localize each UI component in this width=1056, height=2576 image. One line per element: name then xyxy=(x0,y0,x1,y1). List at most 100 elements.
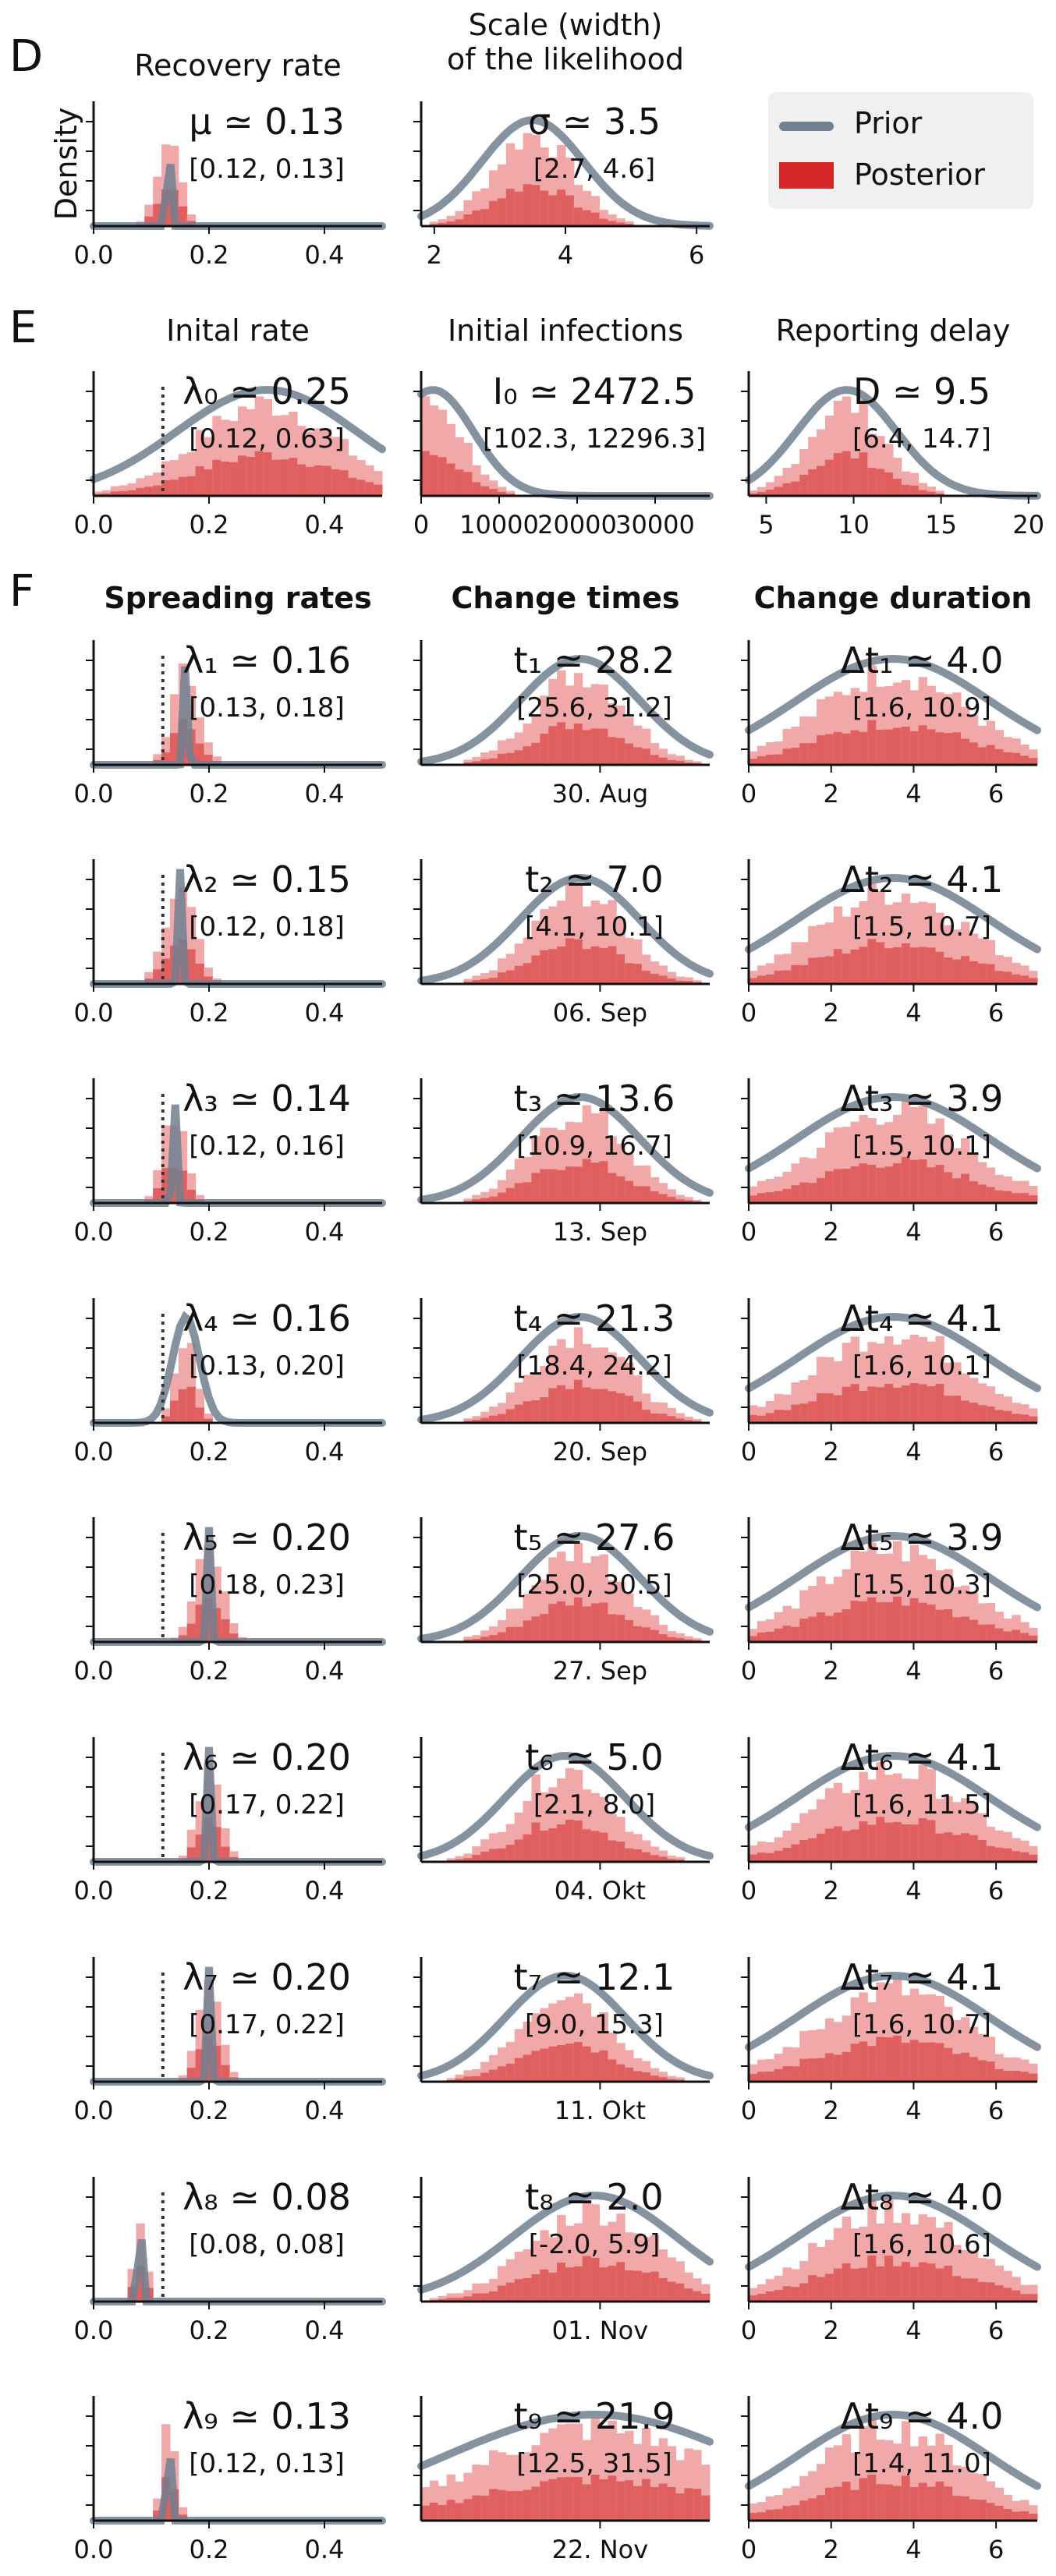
posterior-bar-light xyxy=(186,1343,197,1423)
parameter-estimate: λ₀ ≃ 0.25 xyxy=(182,370,351,412)
posterior-bar-light xyxy=(599,2012,608,2082)
posterior-bar-light xyxy=(633,1834,643,1862)
posterior-bar-light xyxy=(994,2487,1004,2521)
posterior-bar xyxy=(633,1849,643,1862)
posterior-bar-light xyxy=(808,1158,817,1203)
credible-interval: [0.13, 0.18] xyxy=(189,692,345,724)
posterior-bar xyxy=(557,946,566,984)
posterior-bar xyxy=(463,2076,473,2082)
posterior-bar xyxy=(582,1606,592,1642)
posterior-bar-light xyxy=(548,157,558,226)
posterior-bar-light xyxy=(1029,2505,1038,2521)
posterior-bar-light xyxy=(927,1559,936,1642)
posterior-bar-light xyxy=(749,2503,758,2521)
posterior-bar xyxy=(204,755,213,765)
posterior-bar-light xyxy=(480,188,490,226)
posterior-bar xyxy=(961,1833,970,1862)
parameter-estimate: λ₄ ≃ 0.16 xyxy=(182,1297,351,1339)
posterior-bar-light xyxy=(514,1812,524,1862)
posterior-bar-light xyxy=(1012,738,1021,765)
posterior-bar-light xyxy=(824,2239,835,2302)
posterior-bar xyxy=(867,468,877,496)
posterior-bar xyxy=(195,466,204,496)
posterior-bar xyxy=(774,2068,784,2082)
posterior-bar xyxy=(169,733,179,765)
posterior-bar xyxy=(616,1392,625,1423)
parameter-estimate: σ ≃ 3.5 xyxy=(528,101,661,143)
posterior-bar-light xyxy=(557,2424,566,2521)
posterior-bar-light xyxy=(977,1603,987,1642)
posterior-bar-light xyxy=(531,1775,540,1862)
posterior-bar-light xyxy=(186,451,197,496)
posterior-bar xyxy=(782,2506,792,2521)
posterior-bar-light xyxy=(684,1636,693,1642)
posterior-bar xyxy=(842,451,852,496)
posterior-bar xyxy=(625,1848,634,1862)
posterior-bar-light xyxy=(565,685,575,765)
posterior-bar-light xyxy=(952,2465,962,2521)
posterior-bar-light xyxy=(1012,1403,1021,1423)
posterior-bar-light xyxy=(944,1362,953,1423)
posterior-bar xyxy=(306,466,315,496)
posterior-bar xyxy=(505,752,516,765)
posterior-bar xyxy=(523,184,532,226)
posterior-bar xyxy=(969,2499,979,2521)
panel-lambda7: 0.0 0.2 0.4λ₇ ≃ 0.20[0.17, 0.22] xyxy=(74,1956,386,2125)
posterior-bar-light xyxy=(523,1156,532,1203)
posterior-bar xyxy=(765,754,775,765)
posterior-bar-light xyxy=(944,2221,953,2302)
posterior-bar xyxy=(850,949,859,984)
posterior-bar xyxy=(808,2275,817,2302)
posterior-bar xyxy=(749,1414,758,1423)
posterior-bar xyxy=(480,486,490,496)
posterior-bar-light xyxy=(765,963,775,984)
posterior-bar-light xyxy=(986,1602,996,1642)
posterior-bar-light xyxy=(791,464,800,496)
posterior-bar-light xyxy=(824,1583,835,1642)
posterior-bar-light xyxy=(757,2059,767,2082)
parameter-estimate: Δt₄ ≃ 4.1 xyxy=(841,1297,1004,1339)
posterior-bar-light xyxy=(977,2033,987,2082)
prior-curve xyxy=(745,873,1041,954)
posterior-bar-light xyxy=(178,2507,188,2521)
posterior-bar xyxy=(909,1159,920,1203)
posterior-bar xyxy=(824,2487,835,2521)
posterior-bar-light xyxy=(153,176,162,226)
posterior-bar-light xyxy=(455,1856,464,1862)
posterior-bar xyxy=(221,1619,230,1642)
posterior-bar xyxy=(867,1824,877,1862)
posterior-bar xyxy=(884,729,894,765)
posterior-bar xyxy=(969,742,979,765)
posterior-bar-light xyxy=(765,742,775,765)
posterior-bar-light xyxy=(212,2001,221,2082)
posterior-bar xyxy=(641,2072,651,2082)
parameter-estimate: λ₅ ≃ 0.20 xyxy=(182,1516,351,1559)
parameter-estimate: Δt₆ ≃ 4.1 xyxy=(841,1736,1004,1778)
posterior-bar-light xyxy=(1003,2494,1012,2521)
posterior-bar-light xyxy=(658,965,668,984)
posterior-bar-light xyxy=(944,2006,953,2082)
posterior-bar xyxy=(927,2263,936,2302)
posterior-bar-light xyxy=(446,215,456,226)
x-tick-label: 0.4 xyxy=(305,998,345,1028)
parameter-estimate: t₅ ≃ 27.6 xyxy=(514,1516,675,1559)
posterior-bar xyxy=(472,761,481,765)
posterior-bar xyxy=(927,1820,936,1862)
posterior-bar xyxy=(799,964,809,984)
posterior-bar xyxy=(799,2500,809,2521)
posterior-bar xyxy=(480,1852,490,1862)
posterior-bar-light xyxy=(271,416,281,496)
posterior-bar xyxy=(952,2054,962,2082)
posterior-bar xyxy=(212,459,221,496)
posterior-bar-light xyxy=(749,2064,758,2082)
posterior-bar-light xyxy=(178,1348,188,1423)
posterior-bar xyxy=(884,1384,894,1423)
posterior-bar-light xyxy=(817,924,826,984)
posterior-bar-light xyxy=(994,730,1004,765)
posterior-bar-light xyxy=(859,1771,868,1862)
posterior-bar-light xyxy=(599,1796,608,1862)
posterior-bar-light xyxy=(977,2258,987,2302)
posterior-bar xyxy=(884,1822,894,1862)
posterior-bar-light xyxy=(994,1612,1004,1642)
